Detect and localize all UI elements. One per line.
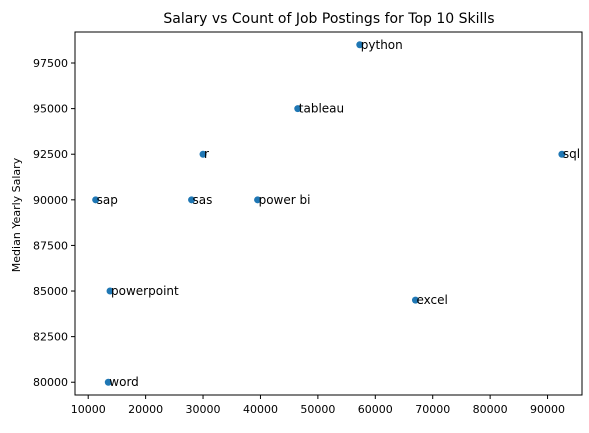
point-label: powerpoint: [111, 284, 179, 298]
plot-frame: [74, 31, 583, 396]
x-tick-label: 10000: [71, 403, 106, 416]
point-label: excel: [416, 293, 447, 307]
x-tick-label: 60000: [358, 403, 393, 416]
x-tick-label: 80000: [473, 403, 508, 416]
scatter-point: [356, 41, 364, 49]
y-tick-label: 95000: [33, 103, 68, 116]
chart-title: Salary vs Count of Job Postings for Top …: [163, 11, 494, 27]
point-label: word: [109, 375, 138, 389]
x-tick-label: 90000: [530, 403, 565, 416]
scatter-point: [188, 196, 196, 204]
point-label: sql: [563, 147, 580, 161]
x-tick-label: 50000: [300, 403, 335, 416]
y-tick-label: 85000: [33, 285, 68, 298]
y-tick-label: 87500: [33, 239, 68, 252]
y-axis: 80000 82500 85000 87500 90000 92500 95000 97500: [33, 57, 75, 389]
scatter-point: [294, 105, 302, 113]
point-label: tableau: [299, 102, 344, 116]
point-label: python: [361, 38, 403, 52]
y-axis-label: Median Yearly Salary: [10, 157, 23, 272]
x-axis: 10000 20000 30000 40000 50000 60000 70000 80000…: [71, 395, 565, 416]
x-tick-label: 70000: [415, 403, 450, 416]
y-tick-label: 82500: [33, 331, 68, 344]
scatter-point: [104, 378, 112, 386]
scatter-point: [411, 296, 419, 304]
y-tick-label: 80000: [33, 376, 68, 389]
point-label: r: [204, 147, 209, 161]
x-tick-label: 30000: [186, 403, 221, 416]
scatter-point: [199, 150, 207, 158]
point-label: sap: [97, 193, 118, 207]
y-tick-label: 97500: [33, 57, 68, 70]
point-label: power bi: [259, 193, 311, 207]
scatter-point: [92, 196, 100, 204]
plot-area: [74, 31, 583, 396]
scatter-point: [106, 287, 114, 295]
scatter-point: [254, 196, 262, 204]
point-label: sas: [193, 193, 213, 207]
data-points: [92, 41, 566, 386]
scatter-point: [558, 150, 566, 158]
y-tick-label: 92500: [33, 148, 68, 161]
data-point-labels: python tableau r sql sap sas power bi powerpoin…: [97, 38, 580, 389]
x-tick-label: 20000: [128, 403, 163, 416]
y-tick-label: 90000: [33, 194, 68, 207]
x-tick-label: 40000: [243, 403, 278, 416]
